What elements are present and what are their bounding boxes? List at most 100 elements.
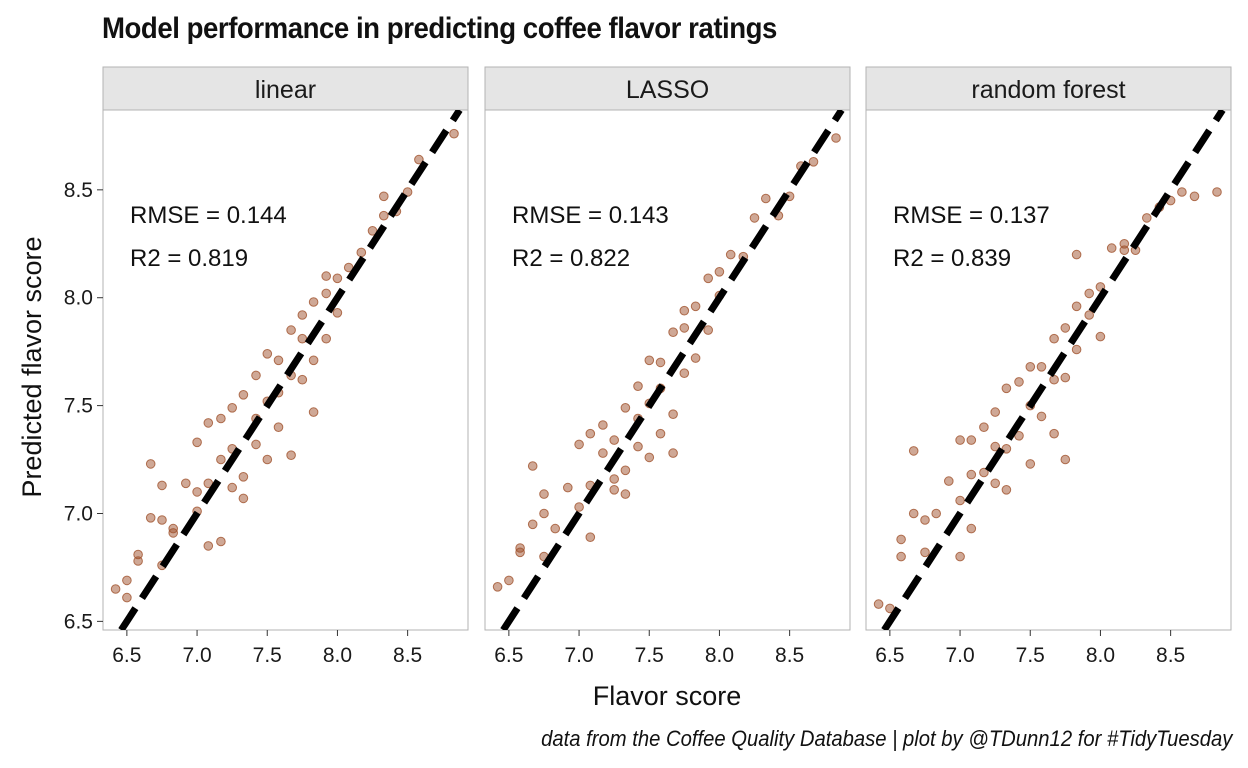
data-point: [620, 403, 631, 413]
panel-lasso: LASSO RMSE = 0.143 R2 = 0.822: [484, 66, 851, 631]
data-point: [1036, 411, 1047, 422]
data-point: [644, 355, 655, 366]
y-tick-label: 7.5: [64, 395, 93, 418]
data-point: [668, 448, 678, 458]
data-point: [620, 489, 631, 499]
data-point: [955, 435, 965, 445]
x-tick-label: 7.5: [1016, 644, 1045, 667]
x-tick-label: 7.0: [182, 644, 211, 667]
x-tick-label: 6.5: [112, 644, 141, 667]
y-tick-label: 6.5: [64, 610, 93, 633]
data-point: [644, 452, 655, 463]
data-point: [145, 459, 156, 469]
data-point: [238, 390, 249, 400]
data-point: [668, 409, 678, 420]
data-point: [321, 271, 332, 281]
data-point: [1142, 213, 1152, 223]
data-point: [1071, 301, 1082, 312]
data-point: [379, 210, 389, 221]
plot-area: [492, 110, 845, 630]
data-point: [145, 513, 156, 523]
rmse-label: RMSE = 0.144: [130, 202, 287, 229]
data-point: [598, 420, 608, 430]
data-point: [1189, 191, 1200, 202]
data-point: [527, 519, 538, 530]
facet-strip: [865, 66, 1232, 111]
data-point: [966, 469, 977, 480]
x-tick-label: 7.5: [253, 644, 282, 667]
data-point: [1084, 288, 1094, 299]
rmse-label: RMSE = 0.143: [512, 202, 669, 229]
data-point: [920, 547, 930, 558]
data-point: [262, 454, 273, 465]
chart-title: Model performance in predicting coffee f…: [102, 12, 777, 45]
data-point: [609, 435, 620, 445]
data-point: [181, 478, 191, 489]
x-tick-label: 8.0: [1086, 644, 1115, 667]
data-point: [238, 472, 249, 482]
data-point: [297, 374, 308, 385]
data-point: [308, 355, 319, 366]
data-point: [598, 448, 608, 458]
data-point: [1049, 428, 1059, 439]
data-point: [238, 493, 249, 504]
x-tick-label: 6.5: [494, 644, 523, 667]
data-point: [1106, 243, 1117, 253]
data-point: [966, 523, 977, 534]
data-point: [563, 482, 573, 493]
data-point: [574, 439, 584, 450]
data-point: [367, 226, 378, 236]
data-point: [216, 454, 226, 465]
data-point: [944, 476, 954, 486]
data-point: [1060, 323, 1071, 333]
data-point: [527, 461, 538, 471]
data-point: [679, 305, 690, 316]
data-point: [1071, 344, 1082, 355]
data-point: [873, 599, 884, 609]
y-tick-label: 8.0: [64, 287, 93, 310]
data-point: [379, 191, 389, 202]
data-point: [297, 333, 308, 344]
data-point: [990, 441, 1001, 452]
data-point: [110, 584, 121, 594]
y-axis-title: Predicted flavor score: [17, 236, 47, 497]
data-point: [609, 474, 620, 484]
data-point: [1014, 377, 1024, 387]
data-point: [203, 541, 214, 551]
data-point: [332, 273, 343, 284]
x-tick-label: 7.0: [945, 644, 974, 667]
rmse-label: RMSE = 0.137: [893, 202, 1050, 229]
data-point: [192, 487, 202, 497]
data-point: [690, 301, 701, 312]
data-point: [655, 357, 666, 368]
data-point: [955, 495, 965, 506]
data-point: [1025, 362, 1036, 372]
plot-area: [110, 110, 463, 630]
data-point: [1036, 362, 1047, 372]
data-point: [574, 502, 584, 512]
data-point: [157, 480, 167, 491]
data-point: [1212, 187, 1222, 197]
data-point: [908, 508, 919, 519]
facet-label: random forest: [971, 76, 1125, 104]
data-point: [321, 333, 332, 344]
data-point: [609, 485, 620, 495]
x-tick-label: 7.0: [564, 644, 593, 667]
data-point: [990, 478, 1001, 489]
data-point: [1071, 249, 1082, 260]
y-tick-label: 7.0: [64, 502, 93, 525]
data-point: [1049, 333, 1059, 344]
x-tick-label: 8.5: [775, 644, 804, 667]
data-point: [633, 441, 643, 452]
data-point: [1119, 245, 1130, 255]
y-tick-label: 8.5: [64, 179, 93, 202]
data-point: [620, 465, 631, 476]
data-point: [1084, 310, 1094, 320]
data-point: [1177, 187, 1187, 197]
data-point: [216, 413, 226, 424]
x-tick-label: 8.0: [323, 644, 352, 667]
data-point: [227, 403, 237, 413]
data-point: [251, 439, 261, 450]
data-point: [1095, 331, 1106, 342]
